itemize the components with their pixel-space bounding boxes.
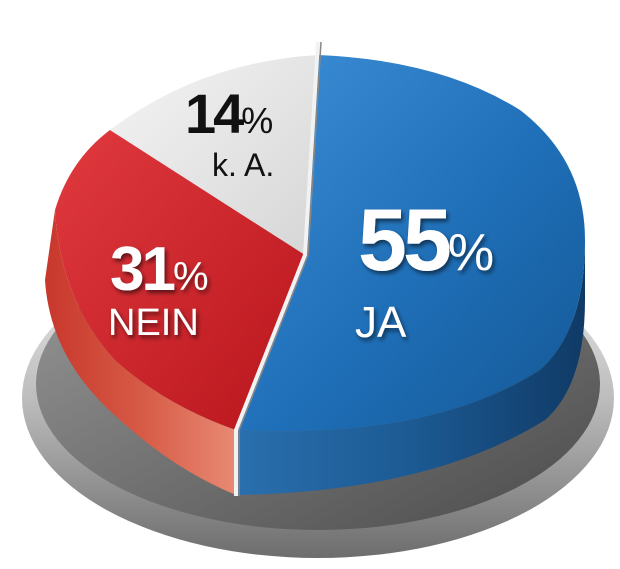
svg-text:55%: 55% bbox=[358, 190, 494, 289]
label-nein-value: 31 bbox=[110, 235, 174, 304]
label-ja-unit: % bbox=[448, 224, 494, 282]
slice-k-a bbox=[110, 55, 318, 255]
label-k-a-unit: % bbox=[241, 100, 273, 141]
slice-separator-shadow bbox=[238, 41, 322, 496]
label-ja-value: 55 bbox=[358, 190, 450, 289]
label-k-a-value: 14 bbox=[185, 82, 244, 145]
label-ja-name: JA bbox=[355, 298, 407, 347]
slice-side-ja bbox=[236, 240, 585, 495]
label-k-a: 14% k. A. bbox=[185, 82, 274, 183]
slice-side-nein bbox=[45, 210, 236, 495]
slice-ja bbox=[236, 55, 585, 432]
slice-separator bbox=[234, 41, 320, 496]
label-ja: 55% JA bbox=[355, 190, 494, 347]
svg-text:31%: 31% bbox=[110, 235, 209, 304]
label-nein: 31% NEIN bbox=[108, 235, 209, 344]
svg-text:14%: 14% bbox=[185, 82, 273, 145]
label-nein-name: NEIN bbox=[108, 302, 199, 344]
label-k-a-name: k. A. bbox=[212, 147, 274, 183]
label-nein-unit: % bbox=[173, 255, 209, 299]
slice-nein bbox=[55, 130, 305, 430]
